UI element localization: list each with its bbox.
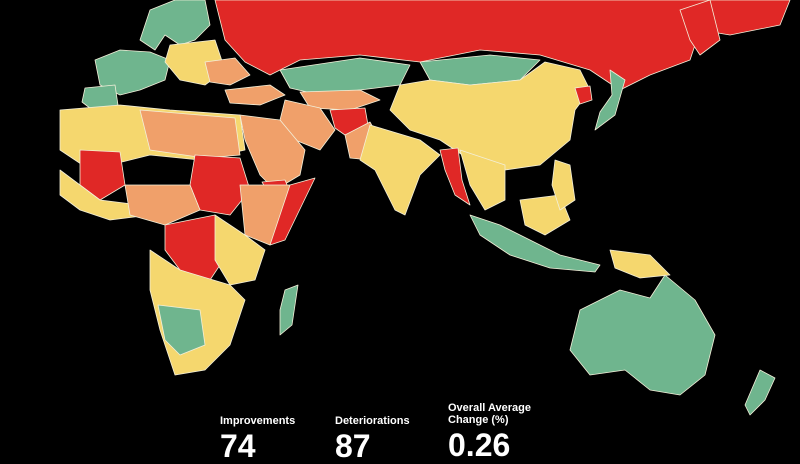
stat-overall-change: Overall Average Change (%) 0.26 bbox=[448, 402, 540, 461]
stat-label: Overall Average Change (%) bbox=[448, 402, 531, 426]
arabia bbox=[239, 114, 306, 191]
somalia bbox=[269, 177, 316, 246]
libya-egypt bbox=[139, 109, 241, 159]
stat-label: Improvements bbox=[220, 415, 296, 427]
stat-deteriorations: Deteriorations 87 bbox=[335, 402, 435, 462]
turkey bbox=[224, 84, 286, 106]
world-map bbox=[59, 0, 791, 416]
page: Improvements 74 Deteriorations 87 Overal… bbox=[59, 0, 791, 462]
russia bbox=[214, 0, 791, 91]
scandinavia bbox=[139, 0, 211, 51]
myanmar bbox=[439, 147, 471, 206]
central-africa bbox=[124, 184, 201, 226]
kamchatka bbox=[679, 0, 721, 56]
korea bbox=[574, 85, 593, 105]
china bbox=[389, 61, 591, 171]
japan bbox=[594, 69, 626, 131]
namibia-botswana bbox=[157, 304, 206, 356]
stat-value: 74 bbox=[220, 428, 256, 464]
malaysia-indonesia bbox=[469, 214, 601, 273]
stat-value: 0.26 bbox=[448, 427, 511, 463]
ukraine bbox=[204, 57, 251, 86]
stat-label: Deteriorations bbox=[335, 415, 410, 427]
indochina bbox=[459, 149, 506, 211]
borneo bbox=[519, 194, 571, 236]
india bbox=[359, 124, 441, 216]
madagascar bbox=[279, 284, 299, 336]
mali bbox=[79, 149, 126, 201]
new-zealand bbox=[744, 369, 776, 416]
kazakhstan bbox=[279, 57, 411, 96]
stat-improvements: Improvements 74 bbox=[220, 402, 320, 462]
australia bbox=[569, 274, 716, 396]
east-africa bbox=[214, 214, 266, 286]
new-guinea bbox=[609, 249, 671, 279]
philippines bbox=[551, 159, 576, 211]
stat-value: 87 bbox=[335, 428, 371, 464]
